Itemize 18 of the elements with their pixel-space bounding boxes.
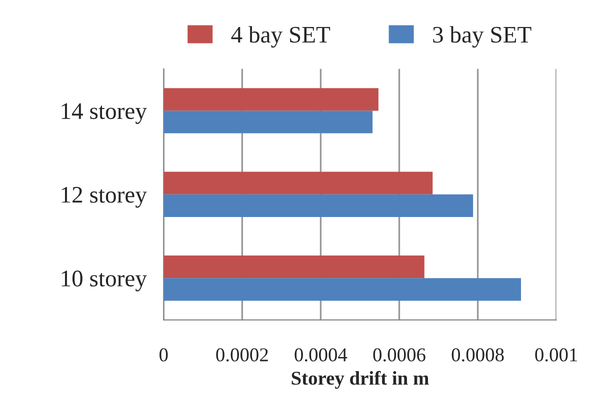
x-tick-label: 0.0004 xyxy=(294,348,348,362)
y-tick-label: 12 storey xyxy=(62,186,147,208)
bar xyxy=(164,110,373,134)
x-tick-label: 0 xyxy=(160,348,168,362)
bar xyxy=(164,88,378,111)
y-tick-label: 14 storey xyxy=(62,103,147,124)
x-tick-label: 0.0006 xyxy=(373,348,426,362)
bar xyxy=(164,194,474,217)
legend-label: 4 bay SET xyxy=(231,26,330,48)
x-tick-label: 0.0008 xyxy=(452,348,504,362)
x-axis-title: Storey drift in m xyxy=(292,370,429,389)
legend-label: 3 bay SET xyxy=(433,26,532,48)
bar xyxy=(164,278,521,301)
bar xyxy=(164,172,433,194)
x-tick-label: 0.0002 xyxy=(216,348,268,362)
x-tick-label: 0.001 xyxy=(535,348,578,362)
y-tick-label: 10 storey xyxy=(62,270,147,292)
bar xyxy=(164,256,424,278)
